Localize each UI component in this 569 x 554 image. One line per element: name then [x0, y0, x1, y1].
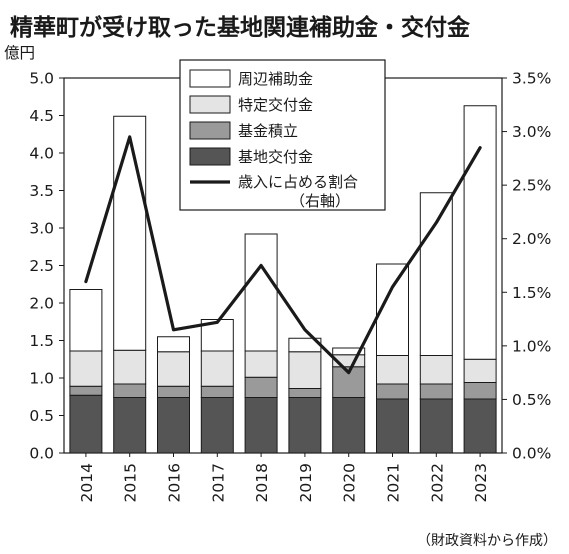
bar-segment	[244, 376, 278, 398]
bar-segment	[288, 388, 322, 398]
legend-label: 周辺補助金	[238, 70, 313, 88]
x-tick-label: 2014	[78, 463, 96, 502]
x-tick-label: 2020	[341, 463, 359, 502]
legend-sublabel: （右軸）	[290, 192, 350, 210]
bar-segment	[288, 351, 322, 389]
legend-swatch	[189, 69, 231, 88]
legend-swatch	[189, 147, 231, 166]
bar-segment	[200, 350, 234, 387]
bar-segment	[69, 385, 103, 396]
bar-segment	[244, 233, 278, 352]
bar-segment	[332, 347, 366, 356]
bar-segment	[288, 397, 322, 454]
y-right-tick-label: 0.0%	[512, 445, 551, 463]
bar-segment	[157, 397, 190, 454]
x-tick-label: 2023	[472, 463, 490, 502]
bar-segment	[419, 383, 453, 400]
y-right-tick-label: 0.5%	[512, 391, 551, 409]
bar-segment	[113, 383, 147, 398]
bar-segment	[463, 398, 497, 454]
y-unit-label: 億円	[4, 44, 35, 62]
bar-segment	[332, 397, 366, 454]
bar-segment	[69, 350, 103, 387]
bar-segment	[419, 192, 453, 356]
bar-segment	[463, 382, 497, 400]
bar-segment	[200, 397, 234, 454]
bar-segment	[419, 355, 453, 385]
y-right-tick-label: 3.0%	[512, 123, 551, 141]
bar-segment	[419, 398, 453, 454]
legend-swatch	[189, 95, 231, 114]
bar-segment	[376, 383, 409, 400]
y-left-tick-label: 0.5	[29, 407, 54, 425]
x-tick-label: 2015	[122, 463, 140, 502]
legend-swatch	[189, 121, 231, 140]
bar-segment	[113, 397, 147, 454]
legend-label: 基地交付金	[238, 148, 313, 166]
y-left-tick-label: 0.0	[29, 445, 54, 463]
bar-segment	[69, 394, 103, 454]
ratio-line	[84, 135, 482, 375]
y-right-tick-label: 1.5%	[512, 284, 551, 302]
y-left-tick-label: 3.5	[29, 182, 54, 200]
y-left-tick-label: 1.0	[29, 370, 54, 388]
y-left-tick-label: 3.0	[29, 220, 54, 238]
y-left-tick-label: 5.0	[29, 70, 54, 88]
legend-label: 歳入に占める割合	[238, 173, 358, 191]
y-right-tick-label: 1.0%	[512, 337, 551, 355]
bar-segment	[244, 397, 278, 454]
bar-segment	[244, 350, 278, 378]
y-right-tick-label: 2.5%	[512, 177, 551, 195]
y-right-tick-label: 3.5%	[512, 70, 551, 88]
bar-segment	[157, 351, 190, 387]
legend-label: 特定交付金	[238, 96, 313, 114]
x-tick-label: 2021	[385, 463, 403, 502]
bar-segment	[463, 105, 497, 360]
x-tick-label: 2018	[253, 463, 271, 502]
bar-segment	[463, 358, 497, 383]
x-tick-label: 2019	[297, 463, 315, 502]
source-note: （財政資料から作成）	[417, 533, 557, 549]
bar-segment	[157, 336, 190, 353]
x-tick-label: 2016	[166, 463, 184, 502]
bar-segment	[113, 349, 147, 385]
chart-title: 精華町が受け取った基地関連補助金・交付金	[10, 15, 470, 41]
bar-segment	[376, 355, 409, 385]
y-left-tick-label: 1.5	[29, 332, 54, 350]
bar-segment	[69, 289, 103, 352]
y-left-tick-label: 2.0	[29, 295, 54, 313]
bar-segment	[376, 398, 409, 454]
bar-segment	[113, 115, 147, 351]
x-tick-label: 2022	[428, 463, 446, 502]
y-left-tick-label: 4.5	[29, 107, 54, 125]
y-left-tick-label: 4.0	[29, 145, 54, 163]
y-left-tick-label: 2.5	[29, 257, 54, 275]
bar-segment	[200, 385, 234, 398]
bar-segment	[157, 385, 190, 398]
x-tick-label: 2017	[209, 463, 227, 502]
y-right-tick-label: 2.0%	[512, 230, 551, 248]
legend-label: 基金積立	[238, 122, 298, 140]
